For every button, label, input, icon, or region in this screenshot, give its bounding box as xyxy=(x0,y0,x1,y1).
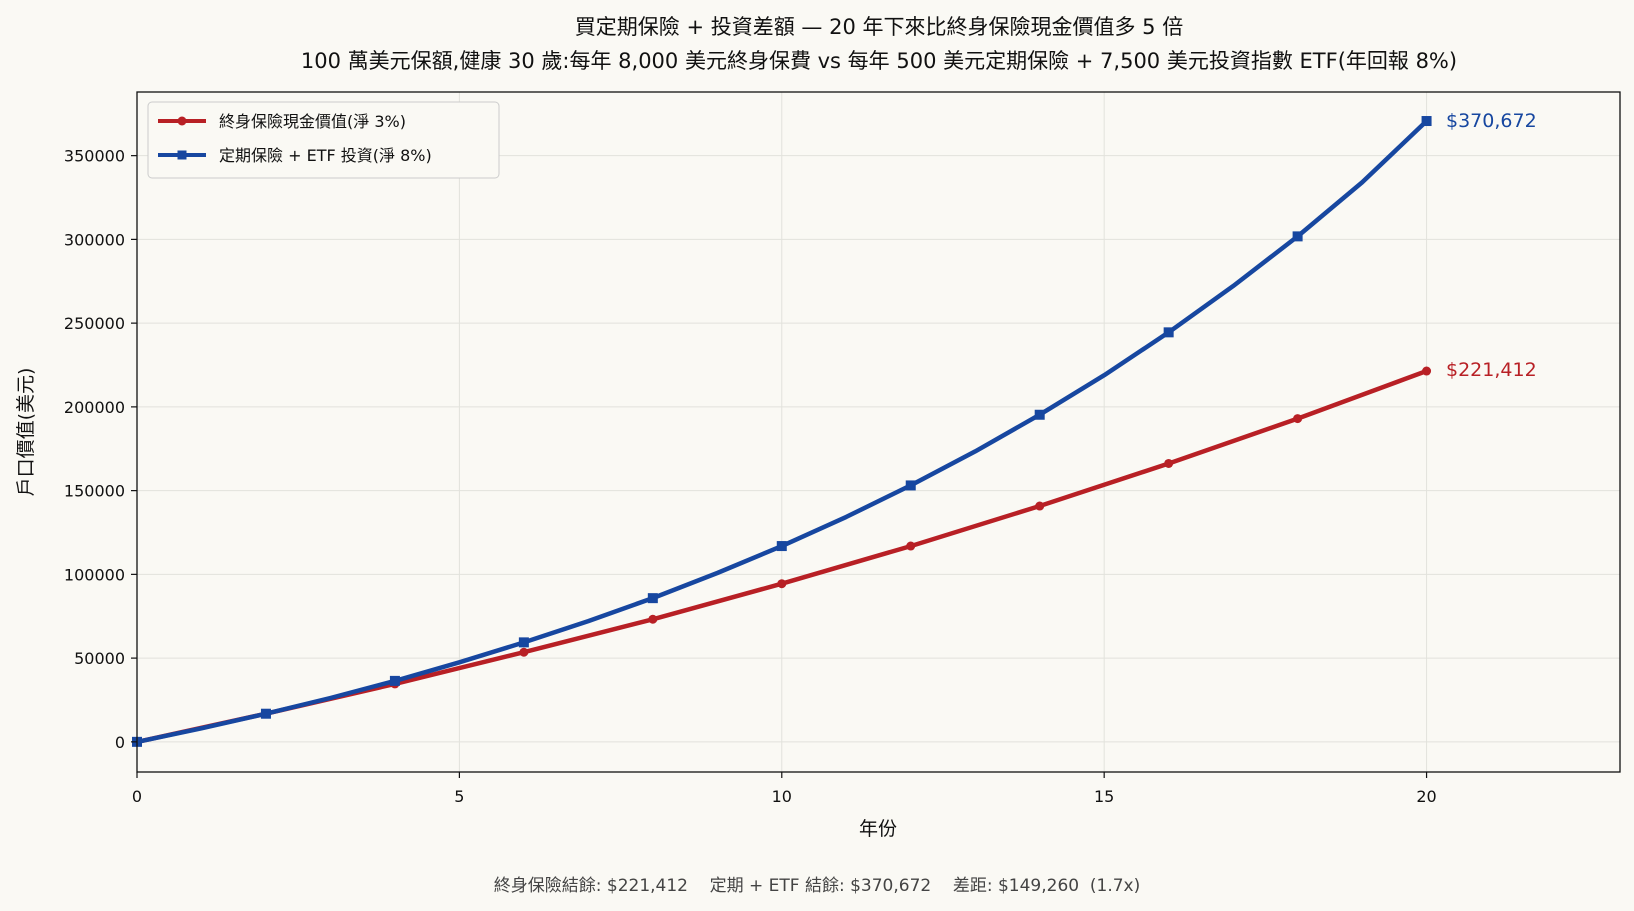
y-tick-label: 100000 xyxy=(64,565,125,584)
y-tick-label: 200000 xyxy=(64,398,125,417)
data-point-1 xyxy=(389,675,400,686)
legend-marker-term-etf xyxy=(177,150,187,160)
plot-frame xyxy=(136,91,1621,773)
y-tick-label: 300000 xyxy=(64,230,125,249)
data-point-1 xyxy=(905,480,916,491)
y-tick-label: 50000 xyxy=(74,649,125,668)
legend-label-whole-life: 終身保險現金價值(淨 3%) xyxy=(219,112,406,131)
x-axis-label: 年份 xyxy=(859,818,897,840)
data-point-0 xyxy=(777,579,787,589)
chart-title: 買定期保險 + 投資差額 — 20 年下來比終身保險現金價值多 5 倍 xyxy=(575,15,1183,39)
x-tick-label: 20 xyxy=(1416,787,1436,806)
end-label-whole-life: $221,412 xyxy=(1446,359,1537,381)
data-point-1 xyxy=(1292,231,1303,242)
y-tick-label: 0 xyxy=(115,733,125,752)
y-tick-label: 250000 xyxy=(64,314,125,333)
y-axis-ticks: 0 50000 100000 150000 200000 250000 300000 3500… xyxy=(64,147,137,752)
x-tick-label: 0 xyxy=(132,787,142,806)
data-point-1 xyxy=(260,708,271,719)
data-point-1 xyxy=(1034,409,1045,420)
x-axis-ticks: 0 5 10 15 20 xyxy=(132,772,1437,806)
plot-area xyxy=(137,92,1620,772)
data-point-0 xyxy=(648,614,658,624)
data-point-1 xyxy=(518,637,529,648)
data-point-0 xyxy=(1164,458,1174,468)
x-tick-label: 5 xyxy=(454,787,464,806)
x-tick-label: 10 xyxy=(772,787,792,806)
data-point-0 xyxy=(1293,414,1303,424)
legend-box xyxy=(147,101,500,179)
legend-marker-whole-life xyxy=(177,116,187,126)
x-tick-label: 15 xyxy=(1094,787,1114,806)
data-point-0 xyxy=(906,541,916,551)
data-point-1 xyxy=(1163,327,1174,338)
end-label-term-etf: $370,672 xyxy=(1446,110,1537,132)
chart-subtitle: 100 萬美元保額,健康 30 歲:每年 8,000 美元終身保費 vs 每年 … xyxy=(301,49,1457,73)
y-tick-label: 350000 xyxy=(64,147,125,166)
gridlines xyxy=(136,92,1620,772)
legend: 終身保險現金價值(淨 3%) 定期保險 + ETF 投資(淨 8%) xyxy=(147,101,500,179)
footer-summary: 終身保險結餘: $221,412 定期 + ETF 結餘: $370,672 差… xyxy=(494,876,1141,896)
y-tick-label: 150000 xyxy=(64,482,125,501)
data-point-1 xyxy=(1421,116,1432,127)
data-point-1 xyxy=(647,593,658,604)
data-point-0 xyxy=(519,647,529,657)
legend-label-term-etf: 定期保險 + ETF 投資(淨 8%) xyxy=(219,146,432,165)
data-point-1 xyxy=(776,541,787,552)
data-point-0 xyxy=(1035,501,1045,511)
data-point-0 xyxy=(1422,366,1432,376)
y-axis-label: 戶口價值(美元) xyxy=(15,368,37,497)
